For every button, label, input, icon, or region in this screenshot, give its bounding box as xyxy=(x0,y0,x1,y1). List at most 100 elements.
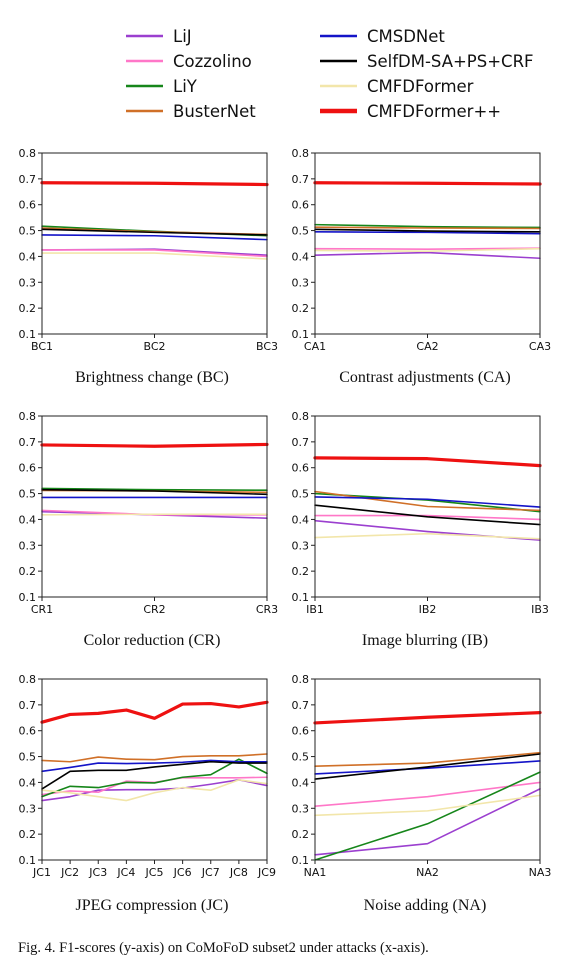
series-line-busternet xyxy=(314,751,541,767)
series-line-cmsdnet xyxy=(314,760,541,775)
x-tick-label: JC5 xyxy=(145,866,164,879)
series-line-cozzolino xyxy=(314,247,541,250)
legend-label-cmsdnet: CMSDNet xyxy=(367,27,445,46)
y-tick-label: 0.6 xyxy=(292,462,310,475)
y-tick-label: 0.3 xyxy=(19,539,37,552)
caption-bc: Brightness change (BC) xyxy=(75,369,229,386)
y-tick-label: 0.8 xyxy=(292,410,310,423)
legend-label-lij: LiJ xyxy=(173,27,192,46)
y-tick-label: 0.5 xyxy=(292,225,310,238)
y-tick-label: 0.8 xyxy=(19,673,37,686)
x-tick-label: CR1 xyxy=(31,603,53,616)
x-tick-label: JC2 xyxy=(60,866,79,879)
x-tick-label: BC1 xyxy=(31,340,53,353)
y-tick-label: 0.4 xyxy=(292,513,310,526)
plot-frame xyxy=(314,678,541,861)
series-line-liy xyxy=(314,223,541,229)
chart-ib: 0.1 0.2 0.3 0.4 0.5 0.6 0.7 0.8 IB1 IB2 IB3 xyxy=(292,410,549,616)
x-tick-label: NA2 xyxy=(416,866,439,879)
series-line-cozzolino xyxy=(314,781,541,808)
y-tick-label: 0.7 xyxy=(292,173,310,186)
y-tick-label: 0.3 xyxy=(292,276,310,289)
series-line-liy xyxy=(41,758,268,798)
y-tick-label: 0.3 xyxy=(19,276,37,289)
series-line-cmfdformer xyxy=(40,700,269,724)
y-tick-label: 0.3 xyxy=(292,539,310,552)
x-tick-label: JC6 xyxy=(173,866,192,879)
x-tick-label: BC2 xyxy=(143,340,165,353)
y-tick-label: 0.2 xyxy=(19,828,37,841)
legend-label-selfdm-sa-ps-crf: SelfDM-SA+PS+CRF xyxy=(367,52,534,71)
charts-area: 0.1 0.2 0.3 0.4 0.5 0.6 0.7 0.8 BC1 BC2 BC3 0.1 0.2 0… xyxy=(19,147,552,879)
series-line-cozzolino xyxy=(41,249,268,258)
x-tick-label: IB2 xyxy=(419,603,437,616)
y-tick-label: 0.1 xyxy=(19,328,37,341)
x-tick-label: CR3 xyxy=(256,603,278,616)
series-line-selfdm-sa-ps-crf xyxy=(41,228,268,236)
series-line-selfdm-sa-ps-crf xyxy=(314,504,541,526)
series-line-selfdm-sa-ps-crf xyxy=(314,753,541,780)
x-tick-label: CA2 xyxy=(416,340,438,353)
y-tick-label: 0.3 xyxy=(19,802,37,815)
series-line-liy xyxy=(41,487,268,492)
y-tick-label: 0.7 xyxy=(19,699,37,712)
y-tick-label: 0.2 xyxy=(19,565,37,578)
x-tick-label: CA3 xyxy=(529,340,551,353)
x-tick-label: JC1 xyxy=(32,866,51,879)
y-tick-label: 0.4 xyxy=(19,513,37,526)
series-line-cmsdnet xyxy=(314,231,541,235)
legend-label-cozzolino: Cozzolino xyxy=(173,52,252,71)
y-tick-label: 0.4 xyxy=(292,776,310,789)
y-tick-label: 0.3 xyxy=(292,802,310,815)
caption-na: Noise adding (NA) xyxy=(363,897,487,914)
series-line-cmfdformer xyxy=(314,794,541,817)
y-tick-label: 0.1 xyxy=(292,591,310,604)
x-tick-label: IB1 xyxy=(306,603,324,616)
y-tick-label: 0.6 xyxy=(292,199,310,212)
y-tick-label: 0.4 xyxy=(292,250,310,263)
plot-frame xyxy=(41,415,268,598)
y-tick-label: 0.5 xyxy=(292,751,310,764)
legend: LiJ CMSDNet Cozzolino SelfDM-SA+PS+CRF LiY CM… xyxy=(126,27,534,121)
chart-na: 0.1 0.2 0.3 0.4 0.5 0.6 0.7 0.8 NA1 NA2 NA3 xyxy=(292,673,552,879)
series-line-cmfdformer xyxy=(40,442,269,448)
series-line-cmsdnet xyxy=(41,759,268,773)
series-line-liy xyxy=(314,771,541,861)
y-tick-label: 0.5 xyxy=(19,751,37,764)
y-tick-label: 0.7 xyxy=(292,436,310,449)
y-tick-label: 0.7 xyxy=(19,436,37,449)
series-line-cmfdformer xyxy=(41,252,268,260)
series-line-cmfdformer xyxy=(41,513,268,516)
series-line-cmfdformer xyxy=(313,181,542,186)
y-tick-label: 0.8 xyxy=(19,410,37,423)
x-tick-label: BC3 xyxy=(256,340,278,353)
y-tick-label: 0.1 xyxy=(19,854,37,867)
series-line-cmfdformer xyxy=(314,532,541,540)
series-line-selfdm-sa-ps-crf xyxy=(314,228,541,233)
series-line-selfdm-sa-ps-crf xyxy=(41,760,268,790)
chart-cr: 0.1 0.2 0.3 0.4 0.5 0.6 0.7 0.8 CR1 CR2 CR3 xyxy=(19,410,279,616)
plot-frame xyxy=(314,415,541,598)
x-tick-label: CA1 xyxy=(304,340,326,353)
y-tick-label: 0.5 xyxy=(19,488,37,501)
series-line-cmsdnet xyxy=(41,234,268,241)
series-line-cozzolino xyxy=(314,514,541,521)
figure-caption: Fig. 4. F1-scores (y-axis) on CoMoFoD su… xyxy=(18,940,429,956)
series-line-cmfdformer xyxy=(41,779,268,802)
x-tick-label: JC9 xyxy=(257,866,276,879)
series-line-cmfdformer xyxy=(313,711,542,725)
caption-ib: Image blurring (IB) xyxy=(361,632,489,649)
series-line-lij xyxy=(314,788,541,856)
series-line-busternet xyxy=(314,490,541,512)
legend-label-cmfdformer: CMFDFormer xyxy=(367,77,474,96)
y-tick-label: 0.4 xyxy=(19,250,37,263)
caption-jc: JPEG compression (JC) xyxy=(75,897,229,914)
series-line-cmfdformer xyxy=(314,247,541,253)
y-tick-label: 0.1 xyxy=(19,591,37,604)
series-line-busternet xyxy=(314,226,541,230)
caption-ca: Contrast adjustments (CA) xyxy=(339,369,511,386)
x-tick-label: CR2 xyxy=(143,603,165,616)
series-line-lij xyxy=(314,251,541,260)
y-tick-label: 0.1 xyxy=(292,854,310,867)
y-tick-label: 0.8 xyxy=(292,673,310,686)
